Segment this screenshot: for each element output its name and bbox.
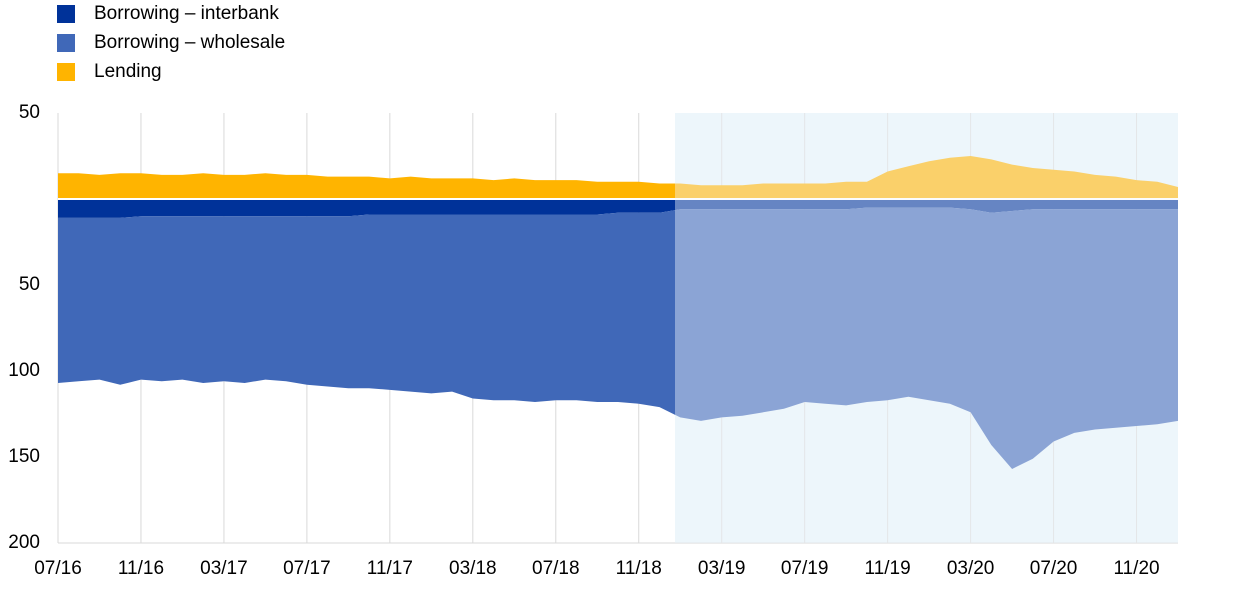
area	[58, 207, 1178, 469]
x-tick-label: 03/17	[200, 558, 248, 579]
y-tick-label: 50	[19, 274, 40, 295]
y-tick-label: 150	[8, 446, 40, 467]
area	[58, 156, 1178, 199]
legend-swatch	[57, 5, 75, 23]
x-tick-label: 11/16	[118, 558, 164, 579]
legend-swatch	[57, 63, 75, 81]
x-tick-label: 07/16	[34, 558, 82, 579]
x-tick-label: 07/20	[1030, 558, 1078, 579]
y-tick-label: 50	[19, 102, 40, 123]
x-tick-label: 03/20	[947, 558, 995, 579]
shaded-overlay	[675, 113, 1178, 543]
y-tick-label: 100	[8, 360, 40, 381]
x-tick-label: 07/19	[781, 558, 829, 579]
legend-label: Borrowing – wholesale	[94, 32, 285, 53]
x-tick-label: 03/18	[449, 558, 497, 579]
x-tick-label: 11/18	[616, 558, 662, 579]
x-tick-label: 07/18	[532, 558, 580, 579]
legend-label: Lending	[94, 61, 162, 82]
x-tick-label: 11/17	[367, 558, 413, 579]
x-tick-label: 11/20	[1113, 558, 1159, 579]
y-tick-label: 200	[8, 532, 40, 553]
x-tick-label: 07/17	[283, 558, 331, 579]
legend-swatch	[57, 34, 75, 52]
x-tick-label: 11/19	[865, 558, 911, 579]
area	[58, 199, 1178, 218]
x-tick-label: 03/19	[698, 558, 746, 579]
legend-label: Borrowing – interbank	[94, 3, 279, 24]
